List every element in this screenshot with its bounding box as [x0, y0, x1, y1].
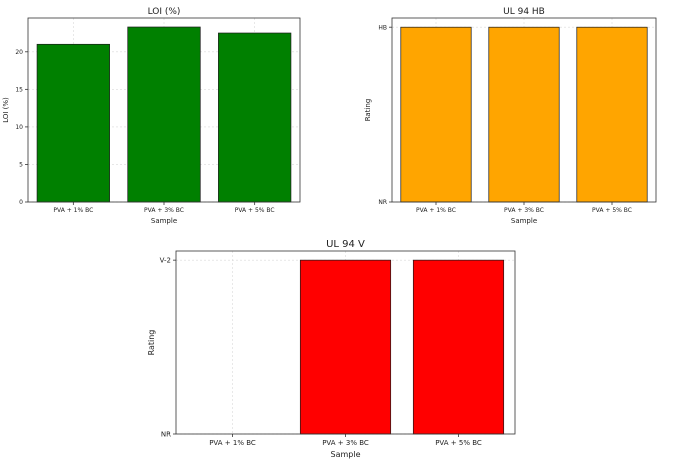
y-tick-label: HB: [378, 24, 387, 31]
y-tick-label: 5: [19, 162, 23, 169]
chart-title: LOI (%): [148, 7, 181, 17]
chart-title: UL 94 V: [326, 239, 365, 250]
bar-3: [576, 26, 648, 203]
y-axis-label: Rating: [364, 99, 372, 122]
bar-2: [299, 259, 392, 435]
y-tick-label: V-2: [160, 257, 171, 265]
y-tick-label: NR: [161, 430, 171, 438]
chart-1: 0 5 10 15 20 PVA + 1% BC PVA + 3% BC PVA + 5% B…: [2, 7, 301, 225]
x-axis-label: Sample: [151, 217, 177, 225]
y-axis-label: LOI (%): [2, 97, 10, 123]
x-tick-label: PVA + 3% BC: [322, 439, 369, 447]
x-tick-label: PVA + 5% BC: [435, 439, 482, 447]
x-tick-label: PVA + 5% BC: [592, 207, 632, 214]
bar-2: [488, 26, 560, 203]
bar-3: [218, 32, 292, 203]
x-tick-label: PVA + 1% BC: [416, 207, 456, 214]
x-axis-label: Sample: [511, 217, 537, 225]
chart-3: NR V-2 PVA + 1% BC PVA + 3% BC PVA + 5% BC UL…: [147, 239, 516, 459]
y-tick-label: NR: [378, 199, 387, 206]
bar-1: [400, 26, 472, 203]
y-axis-label: Rating: [147, 330, 156, 356]
y-tick-label: 20: [15, 49, 23, 56]
x-tick-label: PVA + 1% BC: [209, 439, 256, 447]
chart-title: UL 94 HB: [503, 7, 545, 17]
x-tick-label: PVA + 3% BC: [144, 207, 184, 214]
bar-3: [412, 259, 505, 435]
x-tick-label: PVA + 3% BC: [504, 207, 544, 214]
y-tick-label: 0: [19, 199, 23, 206]
y-tick-label: 10: [15, 124, 23, 131]
x-axis-label: Sample: [331, 450, 361, 459]
chart-2: NR HB PVA + 1% BC PVA + 3% BC PVA + 5% BC UL …: [364, 7, 657, 225]
bar-2: [127, 26, 201, 203]
y-tick-label: 15: [15, 86, 23, 93]
x-tick-label: PVA + 5% BC: [235, 207, 275, 214]
x-tick-label: PVA + 1% BC: [53, 207, 93, 214]
bar-1: [36, 43, 110, 203]
